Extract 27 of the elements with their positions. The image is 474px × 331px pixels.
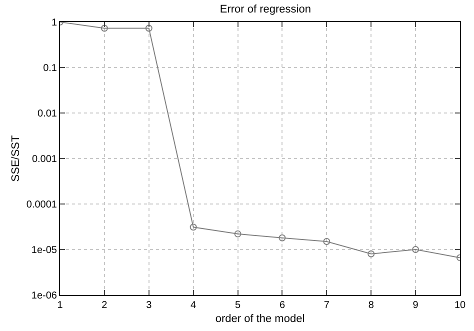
y-tick-label: 1 <box>51 18 58 28</box>
y-tick-label: 0.0001 <box>26 200 58 210</box>
x-tick-label: 8 <box>368 300 374 311</box>
y-axis-title: SSE/SST <box>10 134 22 182</box>
x-axis-title: order of the model <box>215 313 305 326</box>
x-tick-label: 6 <box>279 300 286 311</box>
y-tick-label: 0.1 <box>43 63 58 74</box>
point <box>278 234 286 242</box>
x-tick-label: 10 <box>454 300 466 311</box>
point <box>323 238 330 245</box>
y-tick-label: 1e-05 <box>31 245 58 256</box>
point <box>368 250 375 258</box>
x-tick-label: 7 <box>324 300 330 311</box>
x-tick-label: 5 <box>235 300 241 311</box>
chart-title: Error of regression <box>220 4 311 16</box>
y-tick-label: 1e-06 <box>31 290 58 302</box>
point <box>234 230 242 238</box>
x-tick-label: 3 <box>146 300 152 311</box>
x-tick-label: 4 <box>190 300 197 311</box>
x-tick-label: 9 <box>412 300 419 311</box>
point <box>100 24 108 32</box>
y-tick-label: 0.001 <box>32 154 58 165</box>
point <box>190 224 197 231</box>
point <box>412 246 420 253</box>
x-tick-label: 2 <box>102 300 108 311</box>
point <box>145 24 152 32</box>
y-tick-label: 0.01 <box>38 108 58 120</box>
